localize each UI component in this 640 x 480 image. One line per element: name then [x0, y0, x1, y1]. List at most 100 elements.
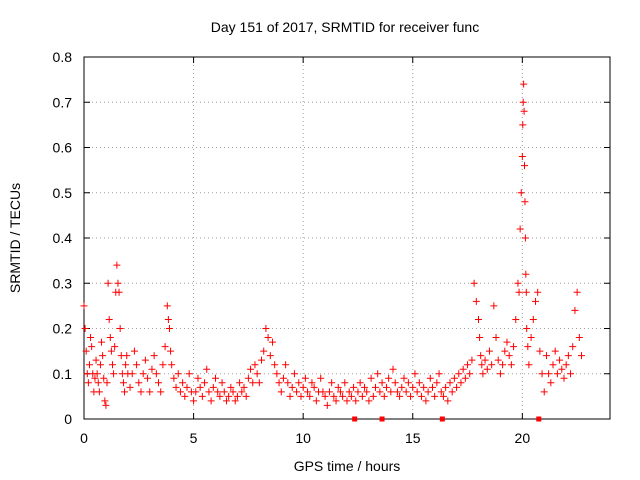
data-point — [279, 374, 287, 382]
data-point — [198, 392, 206, 400]
data-point — [262, 325, 270, 332]
data-point — [540, 388, 548, 396]
data-point — [407, 392, 415, 400]
data-point — [212, 374, 219, 382]
data-point — [492, 334, 500, 342]
data-point — [477, 352, 485, 360]
data-point — [503, 338, 511, 346]
data-point — [556, 356, 564, 364]
y-tick-label: 0.2 — [53, 321, 73, 337]
data-point — [411, 370, 419, 378]
data-point — [308, 379, 316, 387]
data-point — [575, 334, 583, 342]
data-points — [80, 80, 586, 409]
data-point — [536, 347, 544, 355]
data-point — [172, 383, 180, 391]
x-axis-label: GPS time / hours — [294, 458, 401, 474]
data-point — [510, 343, 518, 351]
data-point — [260, 347, 268, 355]
data-point — [479, 370, 487, 378]
gap-marker — [379, 416, 385, 422]
data-point — [114, 279, 122, 287]
data-point — [547, 379, 555, 387]
data-point — [94, 379, 102, 387]
data-point — [167, 347, 175, 355]
data-point — [255, 379, 263, 387]
data-point — [531, 297, 539, 305]
chart-title: Day 151 of 2017, SRMTID for receiver fun… — [211, 19, 479, 35]
gap-marker — [439, 416, 445, 422]
data-point — [128, 370, 136, 378]
data-point — [516, 225, 524, 233]
data-point — [321, 392, 329, 400]
axis-ticks: 0 0.1 0.2 0.3 0.4 0.5 0.6 0.7 0.8 0 5 10 15 20 — [53, 49, 610, 446]
data-point — [363, 388, 371, 396]
data-point — [442, 383, 450, 391]
data-point — [247, 365, 255, 373]
data-point — [567, 370, 575, 378]
data-point — [119, 379, 127, 387]
data-point — [336, 388, 344, 396]
data-point — [518, 153, 526, 161]
data-point — [91, 374, 99, 382]
data-point — [96, 361, 104, 369]
data-point — [501, 347, 509, 355]
data-point — [227, 383, 235, 391]
data-point — [569, 343, 577, 351]
data-point — [216, 392, 224, 400]
data-point — [545, 370, 553, 378]
data-point — [103, 379, 111, 387]
data-point — [144, 374, 152, 382]
x-tick-label: 0 — [80, 430, 88, 446]
data-point — [512, 315, 520, 323]
y-tick-label: 0.1 — [53, 366, 73, 382]
data-point — [100, 374, 108, 382]
data-point — [325, 388, 333, 396]
data-point — [558, 365, 566, 373]
data-point — [299, 383, 307, 391]
data-point — [551, 347, 559, 355]
data-point — [161, 343, 169, 351]
data-point — [520, 107, 528, 115]
data-point — [317, 374, 325, 382]
x-tick-label: 20 — [515, 430, 531, 446]
data-point — [433, 379, 441, 387]
data-point — [176, 388, 184, 396]
data-point — [389, 365, 397, 373]
data-point — [522, 270, 530, 278]
data-point — [483, 365, 491, 373]
data-point — [538, 370, 546, 378]
data-point — [102, 401, 110, 409]
data-point — [553, 370, 561, 378]
data-point — [356, 379, 364, 387]
data-point — [275, 379, 283, 387]
data-point — [84, 379, 92, 387]
data-point — [515, 288, 523, 296]
data-point — [194, 374, 202, 382]
data-point — [464, 361, 472, 369]
data-point — [444, 397, 452, 405]
data-point — [431, 392, 439, 400]
data-point — [341, 379, 349, 387]
data-point — [450, 374, 458, 382]
data-point — [150, 352, 158, 360]
data-point — [319, 388, 327, 396]
x-tick-label: 10 — [295, 430, 311, 446]
gap-marker — [536, 416, 542, 422]
data-point — [312, 397, 320, 405]
data-point — [271, 361, 279, 369]
data-point — [415, 379, 423, 387]
data-point — [521, 198, 529, 206]
data-point — [578, 352, 586, 360]
data-point — [343, 397, 351, 405]
data-point — [499, 361, 507, 369]
data-point — [98, 338, 106, 346]
data-point — [295, 379, 303, 387]
data-point — [424, 388, 432, 396]
data-point — [233, 392, 241, 400]
data-point — [400, 374, 408, 382]
data-point — [168, 361, 176, 369]
data-point — [422, 397, 430, 405]
data-point — [476, 334, 484, 342]
data-point — [183, 383, 191, 391]
